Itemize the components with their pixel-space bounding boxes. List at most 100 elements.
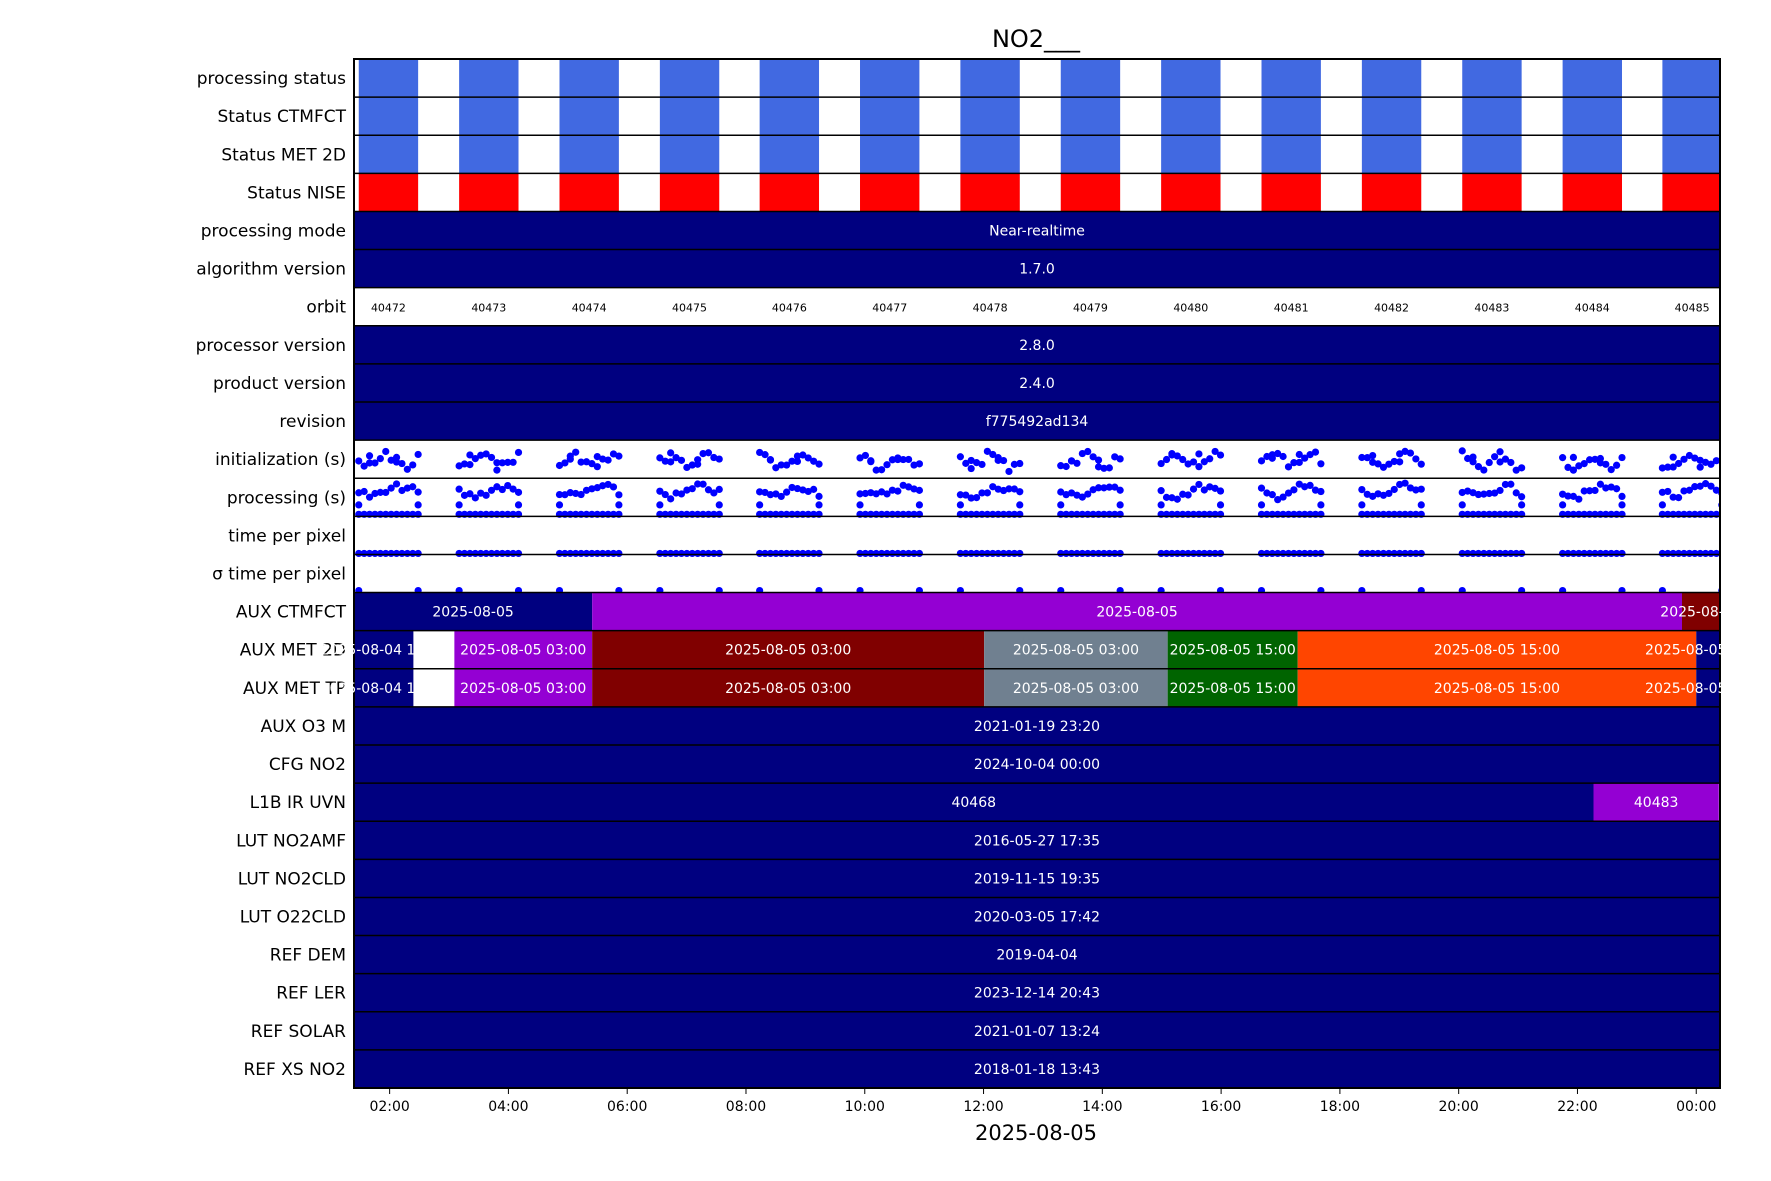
- status-block-status-nise: [1161, 173, 1221, 212]
- x-tick-label: 04:00: [488, 1099, 528, 1115]
- status-block-status-ctmfct: [559, 97, 619, 136]
- segment-label-aux-o3-m: 2021-01-19 23:20: [974, 719, 1100, 735]
- data-point-initialization-s: [1396, 458, 1404, 466]
- data-point-processing-s: [1496, 486, 1504, 495]
- status-block-status-met-2d: [759, 135, 820, 174]
- data-point-time-per-pixel: [493, 549, 501, 558]
- data-point-initialization-s: [1279, 452, 1287, 461]
- status-block-status-ctmfct: [1161, 97, 1221, 136]
- data-point-processing-s: [983, 489, 991, 497]
- segment-label-aux-ctmfct: 2025-08-05: [1660, 605, 1741, 621]
- data-point-time-per-pixel: [1010, 549, 1018, 558]
- status-block-status-nise: [1361, 173, 1422, 212]
- data-point-processing-s: [1094, 484, 1103, 492]
- data-point-processing-s: [1701, 480, 1710, 488]
- x-tick-label: 06:00: [607, 1099, 647, 1115]
- data-point-processing-s: [861, 489, 870, 498]
- segment-label-aux-met-tp: 2025-08-05 15:00: [1434, 681, 1560, 697]
- data-point-initialization-s: [1073, 459, 1081, 467]
- data-point-time-per-pixel: [772, 549, 780, 558]
- data-point-time-per-pixel: [1162, 549, 1171, 558]
- status-block-status-met-2d: [1662, 135, 1720, 174]
- data-point-initialization-s: [672, 454, 680, 462]
- data-point-initialization-s: [593, 463, 601, 471]
- data-point-initialization-s: [667, 458, 675, 466]
- data-point-time-per-pixel: [1116, 549, 1124, 558]
- data-point-initialization-s: [1369, 458, 1377, 466]
- data-point-time-per-pixel: [677, 549, 686, 558]
- data-point-initialization-s: [1412, 455, 1420, 463]
- data-point-processing-s: [382, 488, 390, 497]
- row-label-ref-solar: REF SOLAR: [251, 1022, 346, 1042]
- data-point-time-per-pixel: [514, 549, 523, 558]
- data-point-processing-s: [1358, 501, 1366, 509]
- segment-aux-o3-m: [354, 706, 1720, 745]
- data-point-processing-s: [1162, 493, 1171, 501]
- data-point-initialization-s: [1173, 452, 1181, 460]
- data-point-initialization-s: [1696, 463, 1704, 471]
- data-point-processing-s: [1417, 485, 1425, 493]
- data-point-processing-s: [414, 488, 422, 496]
- data-point-time-per-pixel: [1211, 549, 1219, 558]
- data-point-initialization-s: [1607, 466, 1615, 474]
- data-point-initialization-s: [1618, 453, 1626, 462]
- segment-label-l1b-ir-uvn: 40468: [951, 795, 996, 811]
- data-point-processing-s: [1712, 486, 1720, 494]
- data-point-initialization-s: [1602, 460, 1610, 468]
- data-point-time-per-pixel: [967, 549, 975, 558]
- data-point-processing-s: [1111, 483, 1119, 491]
- status-block-status-met-2d: [1161, 135, 1221, 174]
- data-point-initialization-s: [1474, 463, 1483, 471]
- segment-label-ref-xs-no2: 2018-01-18 13:43: [974, 1062, 1100, 1078]
- segment-cfg-no2: [354, 745, 1720, 784]
- segment-aux-ctmfct: [592, 592, 1682, 631]
- data-point-processing-s: [1569, 492, 1578, 500]
- data-point-time-per-pixel: [704, 549, 713, 558]
- data-point-initialization-s: [509, 458, 517, 466]
- data-point-time-per-pixel: [487, 549, 496, 558]
- orbit-number: 40483: [1474, 302, 1509, 315]
- data-point-initialization-s: [815, 460, 823, 468]
- data-point-processing-s: [577, 490, 585, 499]
- data-point-processing-s: [1658, 501, 1666, 509]
- data-point-time-per-pixel: [761, 549, 769, 558]
- data-point-initialization-s: [403, 465, 411, 473]
- data-point-processing-s: [1105, 483, 1113, 491]
- data-point-time-per-pixel: [815, 549, 823, 558]
- data-point-processing-s: [815, 492, 823, 500]
- status-block-status-nise: [860, 173, 920, 212]
- data-point-initialization-s: [1295, 450, 1303, 459]
- data-point-time-per-pixel: [1084, 549, 1092, 558]
- data-point-time-per-pixel: [382, 549, 390, 558]
- data-point-time-per-pixel: [376, 549, 384, 558]
- data-point-processing-s: [409, 483, 417, 491]
- data-point-time-per-pixel: [1268, 549, 1276, 558]
- segment-aux-met-2d: [454, 630, 593, 669]
- data-point-initialization-s: [1211, 447, 1219, 456]
- row-label-status-ctmfct: Status CTMFCT: [217, 107, 346, 127]
- data-point-time-per-pixel: [672, 549, 680, 558]
- status-block-status-met-2d: [459, 135, 519, 174]
- data-point-time-per-pixel: [1685, 549, 1693, 558]
- data-point-initialization-s: [1691, 454, 1699, 462]
- row-label-lut-o22cld: LUT O22CLD: [240, 908, 346, 928]
- data-point-time-per-pixel: [783, 549, 791, 558]
- orbit-number: 40477: [872, 302, 907, 315]
- data-point-time-per-pixel: [1701, 549, 1710, 558]
- data-point-initialization-s: [414, 450, 422, 459]
- chart-title: NO2___: [992, 25, 1081, 53]
- data-point-processing-s: [555, 501, 564, 509]
- data-point-initialization-s: [793, 452, 802, 460]
- data-point-time-per-pixel: [1263, 549, 1271, 558]
- data-point-initialization-s: [609, 450, 618, 458]
- x-tick-label: 16:00: [1201, 1099, 1241, 1115]
- data-point-initialization-s: [1674, 459, 1683, 468]
- orbit-number: 40476: [772, 302, 807, 315]
- data-point-processing-s: [661, 490, 669, 499]
- data-point-initialization-s: [1507, 458, 1515, 467]
- data-point-initialization-s: [1206, 455, 1214, 463]
- data-point-time-per-pixel: [371, 549, 379, 558]
- status-block-status-ctmfct: [1662, 97, 1720, 136]
- status-block-status-met-2d: [960, 135, 1020, 174]
- row-label-lut-no2cld: LUT NO2CLD: [238, 869, 346, 889]
